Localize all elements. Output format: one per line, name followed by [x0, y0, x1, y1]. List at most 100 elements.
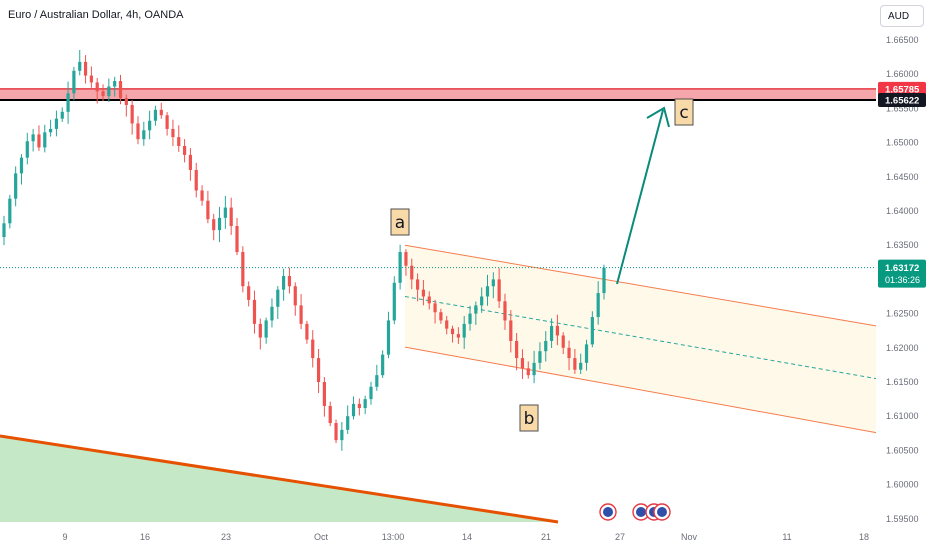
candle-body: [433, 303, 437, 313]
candle: [439, 308, 443, 324]
candle-body: [159, 109, 163, 116]
time-tick-label: Oct: [314, 532, 329, 542]
candle: [311, 330, 315, 368]
symbol-title: Euro / Australian Dollar, 4h, OANDA: [8, 9, 184, 21]
price-badge-text: 1.65622: [885, 96, 919, 107]
candle-body: [14, 173, 18, 199]
candle: [235, 218, 239, 256]
candle: [118, 74, 123, 105]
price-badge-bg: [878, 93, 926, 108]
candle: [532, 350, 536, 384]
time-tick-label: 18: [859, 532, 869, 542]
candle-body: [491, 279, 495, 287]
candle-body: [596, 293, 600, 318]
candle-body: [311, 339, 315, 359]
candle-body: [398, 252, 402, 283]
candle: [375, 364, 379, 391]
candle-body: [182, 146, 187, 155]
candle: [148, 110, 152, 140]
event-icon[interactable]: [599, 503, 617, 521]
candle: [153, 105, 158, 126]
candle-body: [369, 386, 373, 400]
candle: [386, 311, 391, 359]
candle: [526, 361, 530, 379]
event-icon[interactable]: [653, 503, 671, 521]
candle: [2, 215, 6, 246]
time-tick-label: 27: [615, 532, 625, 542]
candle: [334, 419, 338, 444]
candle-body: [282, 275, 286, 290]
candle-body: [450, 328, 455, 335]
candle: [299, 294, 303, 330]
candle: [392, 276, 396, 325]
time-tick-label: 13:00: [382, 532, 405, 542]
candle: [293, 282, 297, 316]
price-tick-label: 1.66000: [886, 69, 919, 79]
candle: [497, 268, 501, 309]
candle: [136, 116, 140, 145]
candle: [474, 301, 478, 325]
candle: [445, 315, 449, 335]
price-tick-label: 1.63500: [886, 240, 919, 250]
candle-body: [567, 347, 571, 359]
candle: [602, 264, 606, 300]
candle: [142, 121, 146, 146]
candle: [503, 293, 507, 330]
candle-body: [474, 305, 478, 314]
candle: [357, 398, 361, 416]
candle: [19, 154, 24, 185]
price-axis[interactable]: 1.66500 1.66000 1.65500 1.65000 1.64500 1.640…: [878, 35, 926, 524]
channel-layer: [404, 244, 877, 434]
candle: [427, 291, 431, 310]
price-tick-label: 1.60500: [886, 445, 919, 455]
annotations: a b c: [0, 98, 876, 521]
candle-body: [83, 61, 88, 76]
candle-body: [584, 344, 589, 363]
candle: [217, 206, 222, 243]
candle-body: [25, 141, 29, 158]
event-icon[interactable]: [632, 503, 650, 521]
candle-body: [561, 335, 565, 348]
candle-body: [113, 81, 117, 87]
candle-body: [293, 286, 297, 306]
currency-button[interactable]: AUD: [880, 5, 924, 27]
candle: [49, 119, 53, 137]
candle-body: [392, 282, 396, 321]
wave-label-box: [674, 98, 694, 126]
candle-body: [363, 399, 367, 408]
candle-body: [118, 81, 123, 99]
candle-body: [136, 123, 140, 140]
candle: [421, 280, 426, 306]
channel-fill: [405, 245, 876, 433]
price-badge-165622: 1.65622: [878, 93, 926, 108]
candle-body: [456, 334, 460, 338]
price-tick-label: 1.62000: [886, 343, 919, 353]
candle: [194, 162, 198, 198]
candle-body: [549, 325, 554, 341]
candle: [351, 396, 356, 420]
candle-body: [165, 115, 169, 129]
candle: [101, 84, 105, 102]
time-axis[interactable]: 9 16 23 Oct 13:00 14 21 27 Nov 11 18: [62, 532, 869, 542]
candle: [410, 258, 414, 290]
candle-body: [351, 403, 356, 417]
candle-body: [427, 296, 431, 304]
candle-body: [579, 362, 583, 370]
wave-label-text: a: [395, 213, 405, 233]
candle-body: [404, 252, 408, 266]
candle-body: [264, 320, 268, 338]
projection-arrow-shaft: [616, 109, 664, 285]
candles: [2, 50, 606, 451]
candle: [66, 81, 70, 124]
candle: [212, 213, 216, 241]
candle-body: [410, 265, 414, 280]
candle: [206, 190, 210, 224]
price-tick-label: 1.60000: [886, 480, 919, 490]
candle: [229, 197, 233, 235]
price-tick-label: 1.65500: [886, 103, 919, 113]
candle-body: [462, 323, 466, 338]
candle: [596, 281, 600, 325]
candle-body: [177, 137, 181, 147]
